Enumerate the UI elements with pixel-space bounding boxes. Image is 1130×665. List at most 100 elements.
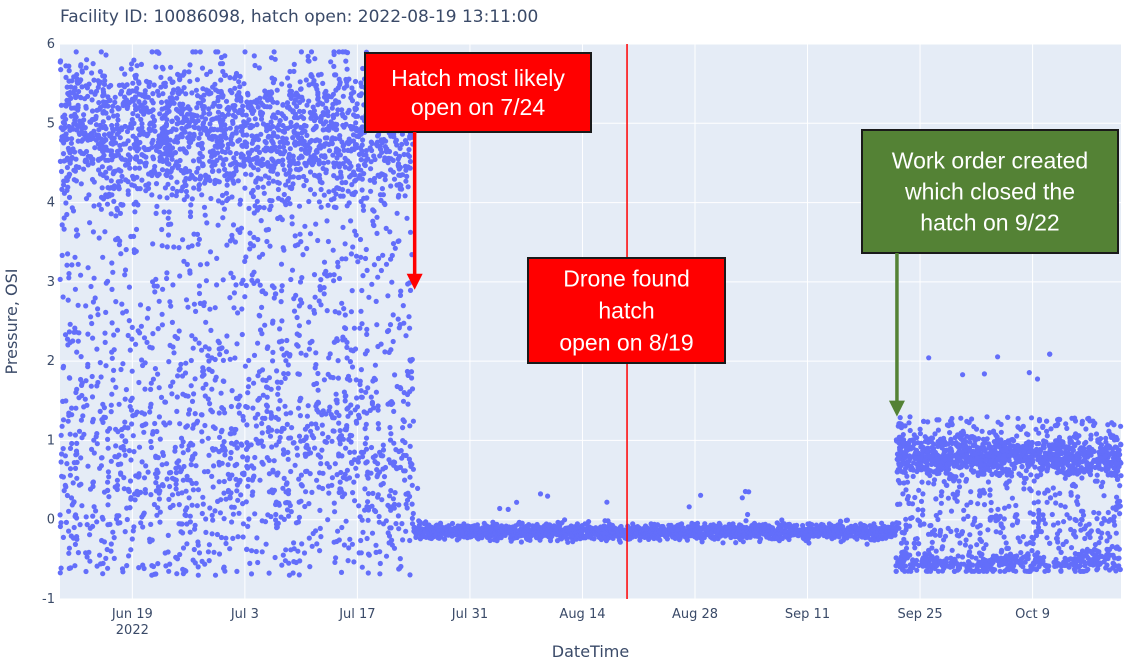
data-point xyxy=(313,123,319,129)
data-point xyxy=(73,156,79,162)
data-point xyxy=(355,163,361,169)
data-point xyxy=(118,251,124,257)
data-point xyxy=(222,72,228,78)
data-point xyxy=(301,108,307,115)
data-point xyxy=(214,255,220,261)
data-point xyxy=(58,67,64,73)
data-point xyxy=(227,125,233,131)
data-point xyxy=(66,410,72,416)
data-point xyxy=(336,49,342,55)
data-point xyxy=(208,195,214,202)
data-point xyxy=(233,476,239,482)
data-point xyxy=(229,519,235,525)
data-point xyxy=(375,403,381,409)
data-point xyxy=(200,494,206,500)
data-point xyxy=(244,440,250,446)
data-point xyxy=(394,210,400,216)
data-point xyxy=(82,157,89,163)
data-point xyxy=(356,503,362,509)
data-point xyxy=(255,373,261,379)
data-point xyxy=(153,276,159,282)
data-point xyxy=(395,513,401,519)
data-point xyxy=(343,518,349,524)
data-point xyxy=(405,184,411,190)
data-point xyxy=(181,170,187,176)
data-point xyxy=(127,505,133,511)
data-point xyxy=(292,139,298,145)
data-point xyxy=(67,466,74,472)
data-point xyxy=(342,337,348,343)
data-point xyxy=(102,100,108,106)
data-point xyxy=(68,140,74,146)
data-point xyxy=(387,322,394,328)
data-point xyxy=(225,462,231,468)
data-point xyxy=(63,63,69,69)
data-point xyxy=(280,162,286,168)
data-point xyxy=(232,75,238,81)
data-point xyxy=(135,113,141,119)
data-point xyxy=(327,351,333,357)
data-point xyxy=(167,420,173,426)
data-point xyxy=(113,299,119,305)
data-point xyxy=(283,500,289,506)
data-point xyxy=(391,134,397,140)
data-point xyxy=(366,294,372,300)
data-point xyxy=(325,113,331,119)
data-point xyxy=(234,568,240,575)
data-point xyxy=(177,273,183,279)
data-point xyxy=(64,164,70,171)
data-point xyxy=(193,480,199,486)
data-point xyxy=(230,105,236,111)
data-point xyxy=(320,165,326,172)
data-point xyxy=(278,428,284,434)
data-point xyxy=(343,445,349,451)
data-point xyxy=(122,424,128,430)
data-point xyxy=(545,493,551,499)
data-point xyxy=(69,405,75,411)
data-point xyxy=(250,137,256,143)
data-point xyxy=(289,214,295,220)
data-point xyxy=(97,69,103,75)
data-point xyxy=(376,519,382,525)
data-point xyxy=(295,371,301,377)
data-point xyxy=(216,479,222,485)
data-point xyxy=(162,422,168,428)
data-point xyxy=(206,452,212,458)
data-point xyxy=(386,533,393,539)
data-point xyxy=(139,357,145,363)
data-point xyxy=(98,206,104,212)
data-point xyxy=(336,164,342,170)
data-point xyxy=(322,153,328,159)
data-point xyxy=(157,509,163,515)
data-point xyxy=(270,178,276,184)
data-point xyxy=(83,103,89,110)
data-point xyxy=(258,176,264,182)
data-point xyxy=(276,144,283,150)
data-point xyxy=(111,332,117,338)
data-point xyxy=(283,182,289,188)
data-point xyxy=(338,486,344,492)
data-point xyxy=(278,261,285,267)
data-point xyxy=(396,192,402,198)
data-point xyxy=(223,496,229,502)
data-point xyxy=(209,386,215,392)
data-point xyxy=(155,326,161,332)
data-point xyxy=(168,383,174,389)
data-point xyxy=(164,168,170,174)
data-point xyxy=(311,78,317,84)
data-point xyxy=(395,238,401,244)
data-point xyxy=(111,535,117,541)
data-point xyxy=(113,443,119,449)
data-point xyxy=(317,287,323,293)
data-point xyxy=(277,139,283,145)
data-point xyxy=(85,463,91,469)
data-point xyxy=(299,541,305,547)
data-point xyxy=(388,431,394,437)
data-point xyxy=(329,438,335,444)
data-point xyxy=(160,66,166,72)
data-point xyxy=(221,490,227,496)
data-point xyxy=(303,143,309,149)
data-point xyxy=(299,125,305,131)
data-point xyxy=(344,66,350,72)
data-point xyxy=(279,346,285,352)
